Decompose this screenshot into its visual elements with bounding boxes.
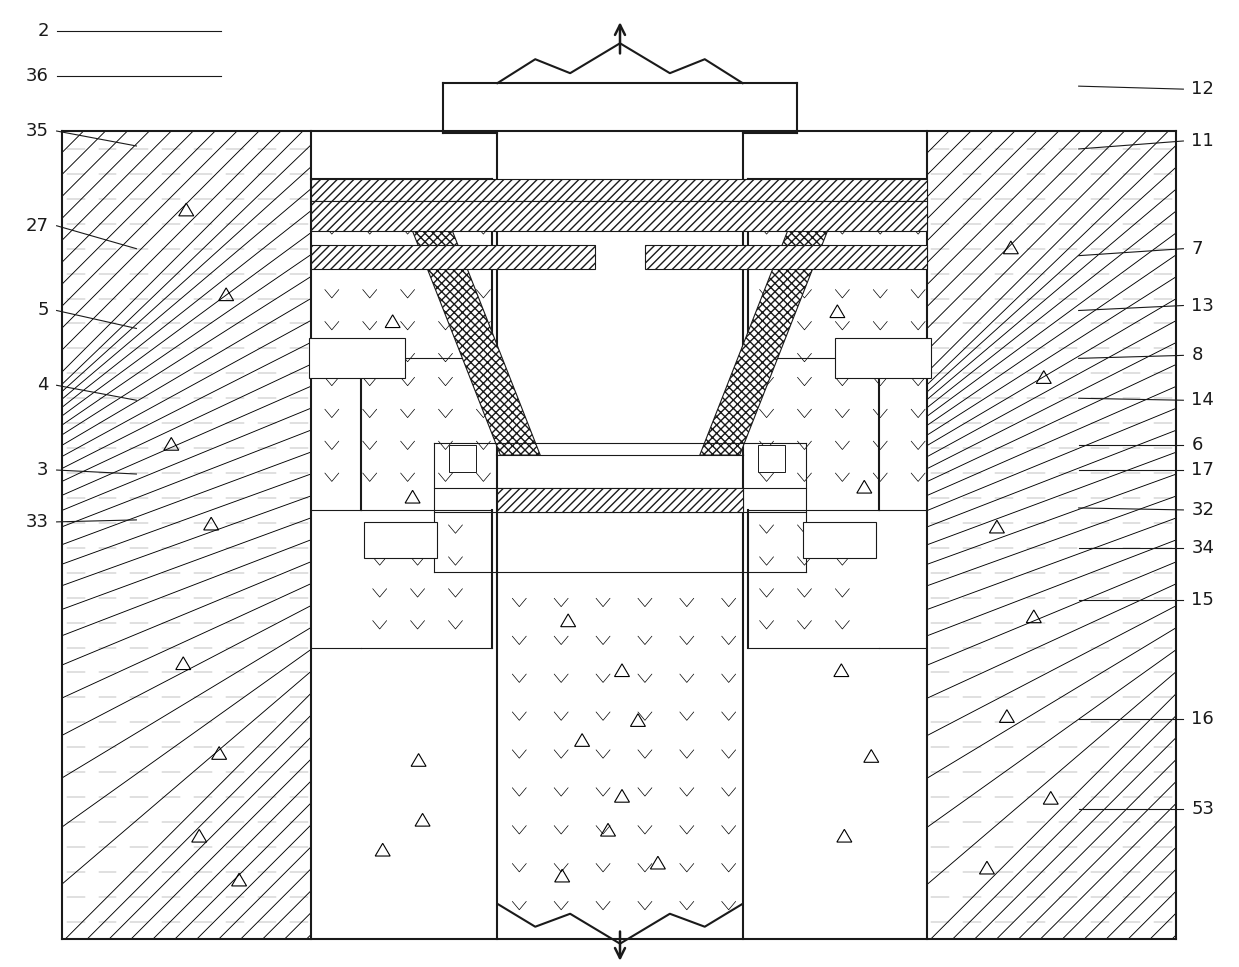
- Text: 6: 6: [1192, 436, 1203, 454]
- Text: 36: 36: [26, 67, 48, 85]
- Text: 34: 34: [1192, 539, 1214, 557]
- Bar: [835, 338, 930, 378]
- Bar: [311, 179, 927, 201]
- Text: 33: 33: [26, 513, 48, 531]
- Text: 4: 4: [37, 376, 48, 395]
- Text: 8: 8: [1192, 346, 1203, 365]
- Bar: [497, 488, 742, 512]
- Bar: [803, 522, 876, 558]
- Text: 27: 27: [26, 217, 48, 235]
- Text: 32: 32: [1192, 501, 1214, 519]
- Text: 35: 35: [26, 122, 48, 140]
- Bar: [450, 445, 477, 472]
- Bar: [646, 245, 927, 269]
- Text: 7: 7: [1192, 240, 1203, 257]
- Text: 13: 13: [1192, 297, 1214, 314]
- Text: 12: 12: [1192, 80, 1214, 98]
- Text: 17: 17: [1192, 461, 1214, 479]
- Polygon shape: [700, 183, 846, 455]
- Text: 5: 5: [37, 302, 48, 319]
- Text: 2: 2: [37, 22, 48, 41]
- Bar: [309, 338, 405, 378]
- Text: 16: 16: [1192, 711, 1214, 728]
- Bar: [311, 245, 595, 269]
- Text: 3: 3: [37, 461, 48, 479]
- Bar: [364, 522, 436, 558]
- Bar: [757, 445, 784, 472]
- Text: 14: 14: [1192, 392, 1214, 409]
- Bar: [311, 201, 927, 231]
- Polygon shape: [394, 183, 540, 455]
- Text: 11: 11: [1192, 132, 1214, 150]
- Text: 15: 15: [1192, 591, 1214, 608]
- Text: 53: 53: [1192, 800, 1214, 818]
